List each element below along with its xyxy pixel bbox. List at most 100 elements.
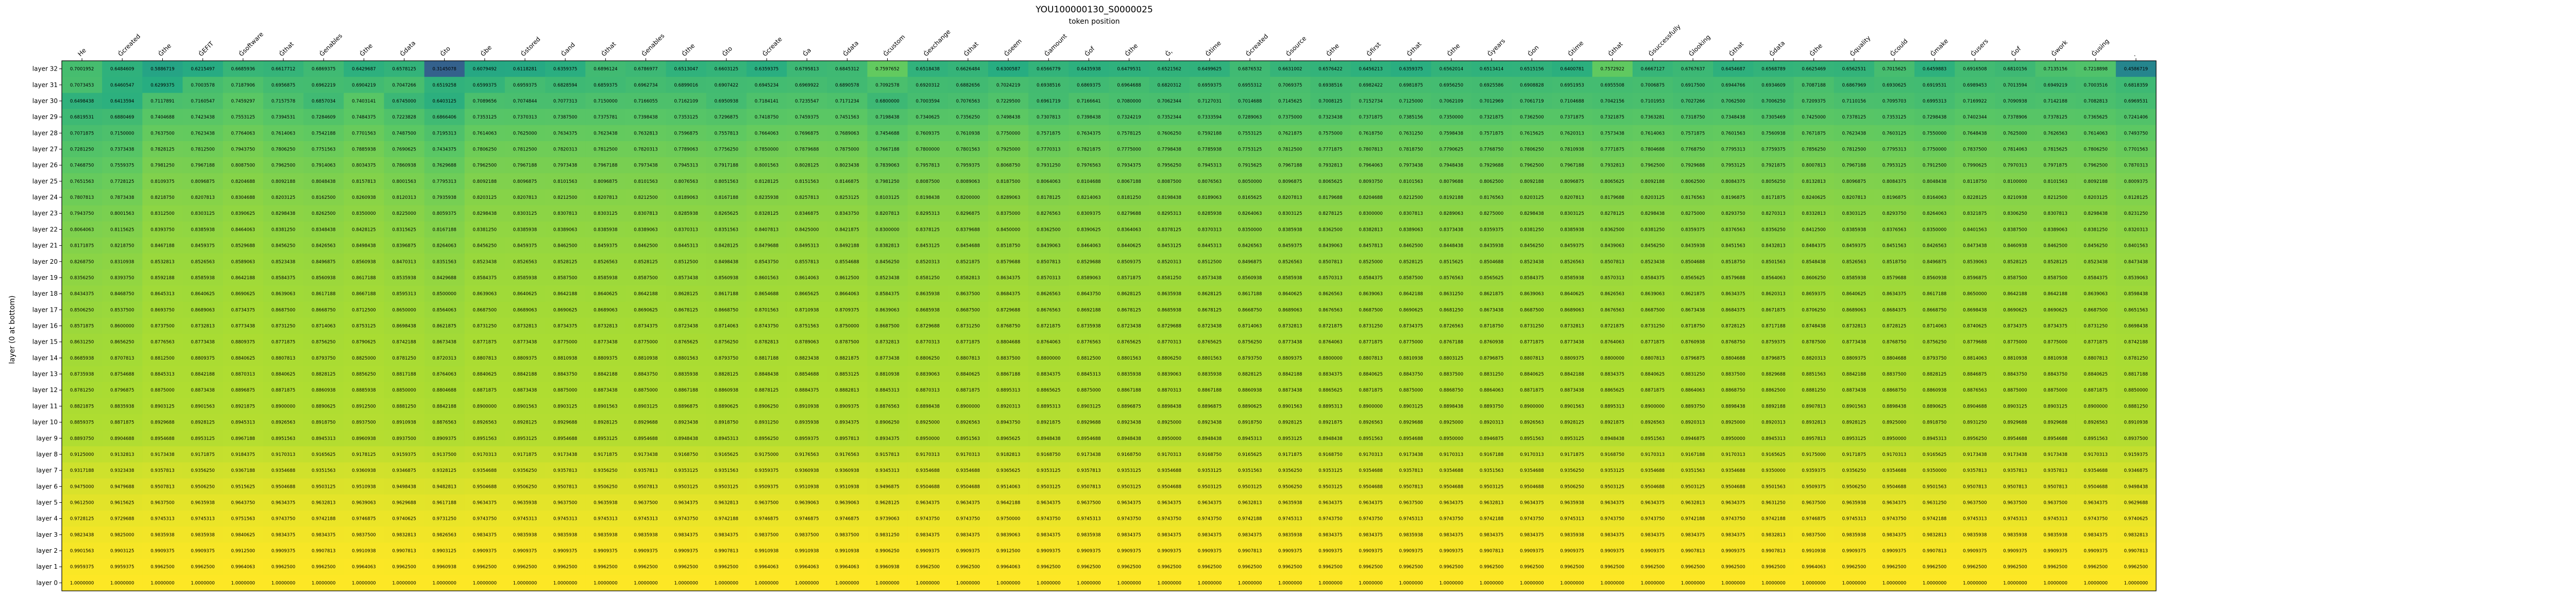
- cell-value-label: 0.7981250: [875, 179, 899, 184]
- cell-value-label: 1.0000000: [1681, 581, 1705, 586]
- cell-value-label: 0.9507813: [1077, 484, 1100, 489]
- cell-value-label: 0.9909375: [1520, 549, 1544, 554]
- cell-value-label: 0.7069375: [1278, 83, 1302, 88]
- cell-value-label: 0.6403125: [432, 99, 456, 104]
- heatmap-cell: [585, 61, 626, 77]
- cell-value-label: 0.8871875: [272, 388, 295, 393]
- cell-value-label: 0.7962500: [272, 163, 295, 168]
- cell-value-label: 0.8828125: [715, 372, 738, 377]
- cell-value-label: 0.8803125: [1439, 356, 1463, 361]
- cell-value-label: 0.8307813: [634, 211, 657, 216]
- cell-value-label: 0.6880469: [110, 115, 134, 120]
- cell-value-label: 0.8587500: [2043, 276, 2067, 281]
- cell-value-label: 0.8945313: [1238, 436, 1262, 441]
- cell-value-label: 0.9746875: [835, 517, 859, 522]
- cell-value-label: 0.7062500: [1721, 99, 1745, 104]
- cell-value-label: 0.8385938: [513, 227, 537, 232]
- heatmap-cell: [1713, 109, 1754, 126]
- cell-value-label: 0.9834375: [1117, 533, 1141, 538]
- cell-value-label: 0.8890625: [1923, 404, 1946, 409]
- y-tick-label: layer 9: [36, 435, 58, 442]
- cell-value-label: 0.8631250: [1439, 292, 1463, 297]
- cell-value-label: 0.9745313: [1560, 517, 1584, 522]
- cell-value-label: 0.8639063: [2083, 292, 2107, 297]
- cell-value-label: 0.8840625: [1359, 372, 1382, 377]
- cell-value-label: 0.8007813: [1802, 163, 1825, 168]
- cell-value-label: 0.7373438: [110, 147, 134, 152]
- heatmap-cell: [1189, 61, 1230, 77]
- cell-value-label: 0.8775000: [2003, 340, 2027, 345]
- cell-value-label: 0.9962500: [1278, 565, 1302, 570]
- cell-value-label: 0.8382813: [875, 244, 899, 249]
- cell-value-label: 0.8165625: [1238, 195, 1262, 200]
- heatmap-cell: [706, 77, 747, 93]
- cell-value-label: 0.8721875: [1600, 324, 1624, 329]
- cell-value-label: 0.9962500: [1077, 565, 1100, 570]
- cell-value-label: 0.8796875: [1761, 356, 1785, 361]
- cell-value-label: 0.8620313: [1761, 292, 1785, 297]
- cell-value-label: 0.8903125: [1399, 404, 1423, 409]
- cell-value-label: 0.8676563: [1600, 308, 1624, 313]
- cell-value-label: 0.8807813: [473, 356, 497, 361]
- cell-value-label: 1.0000000: [674, 581, 698, 586]
- cell-value-label: 0.8950000: [916, 436, 939, 441]
- heatmap-cell: [545, 77, 586, 93]
- cell-value-label: 0.9617188: [432, 501, 456, 506]
- cell-value-label: 1.0000000: [70, 581, 94, 586]
- cell-value-label: 0.8151563: [795, 179, 819, 184]
- cell-value-label: 0.7117891: [150, 99, 174, 104]
- cell-value-label: 0.9903125: [110, 549, 134, 554]
- cell-value-label: 0.9167188: [1681, 452, 1705, 457]
- cell-value-label: 0.8207813: [1842, 195, 1866, 200]
- cell-value-label: 0.6454687: [1721, 67, 1745, 72]
- cell-value-label: 0.8665625: [795, 292, 819, 297]
- heatmap-cell: [1955, 77, 1995, 93]
- cell-value-label: 0.8064063: [1037, 179, 1060, 184]
- cell-value-label: 0.8565625: [1681, 276, 1705, 281]
- cell-value-label: 0.8450000: [996, 227, 1020, 232]
- cell-value-label: 0.7856250: [1802, 147, 1825, 152]
- cell-value-label: 0.9745313: [150, 517, 174, 522]
- cell-value-label: 0.9907813: [715, 549, 738, 554]
- heatmap-cell: [666, 93, 707, 109]
- heatmap-cell: [1471, 61, 1512, 77]
- cell-value-label: 0.9504688: [1158, 484, 1181, 489]
- cell-value-label: 0.7795313: [1883, 147, 1906, 152]
- cell-value-label: 0.9834375: [1439, 533, 1463, 538]
- cell-value-label: 0.6969531: [2124, 99, 2148, 104]
- cell-value-label: 0.9909375: [956, 549, 980, 554]
- cell-value-label: 0.7371875: [1359, 115, 1382, 120]
- cell-value-label: 0.9165625: [1923, 452, 1946, 457]
- cell-value-label: 0.6904219: [352, 83, 376, 88]
- cell-value-label: 0.7620313: [1560, 131, 1584, 136]
- cell-value-label: 0.6869375: [312, 67, 335, 72]
- heatmap-cell: [1672, 93, 1714, 109]
- cell-value-label: 0.7850000: [755, 147, 778, 152]
- heatmap-cell: [1149, 61, 1190, 77]
- cell-value-label: 0.9909375: [473, 549, 497, 554]
- cell-value-label: 0.8096875: [513, 179, 537, 184]
- heatmap-cell: [464, 93, 505, 109]
- cell-value-label: 0.8612500: [835, 276, 859, 281]
- cell-value-label: 0.8407813: [755, 227, 778, 232]
- cell-value-label: 0.7550000: [1923, 131, 1946, 136]
- cell-value-label: 0.7001952: [70, 67, 94, 72]
- cell-value-label: 0.9503125: [674, 484, 698, 489]
- cell-value-label: 0.6810156: [2003, 67, 2027, 72]
- cell-value-label: 0.8926563: [1520, 420, 1544, 426]
- cell-value-label: 0.9743750: [1439, 517, 1463, 522]
- cell-value-label: 0.8265625: [715, 211, 738, 216]
- cell-value-label: 0.9356250: [1560, 468, 1584, 473]
- cell-value-label: 0.7089656: [473, 99, 497, 104]
- heatmap-cell: [746, 93, 787, 109]
- heatmap-cell: [706, 125, 747, 142]
- cell-value-label: 0.9635938: [594, 501, 617, 506]
- cell-value-label: 0.8523438: [2083, 260, 2107, 265]
- heatmap-cell: [947, 93, 989, 109]
- cell-value-label: 0.8606250: [1802, 276, 1825, 281]
- cell-value-label: 0.9906250: [875, 549, 899, 554]
- cell-value-label: 0.8421875: [835, 227, 859, 232]
- cell-value-label: 0.8457813: [1359, 244, 1382, 249]
- cell-value-label: 0.8773438: [1560, 340, 1584, 345]
